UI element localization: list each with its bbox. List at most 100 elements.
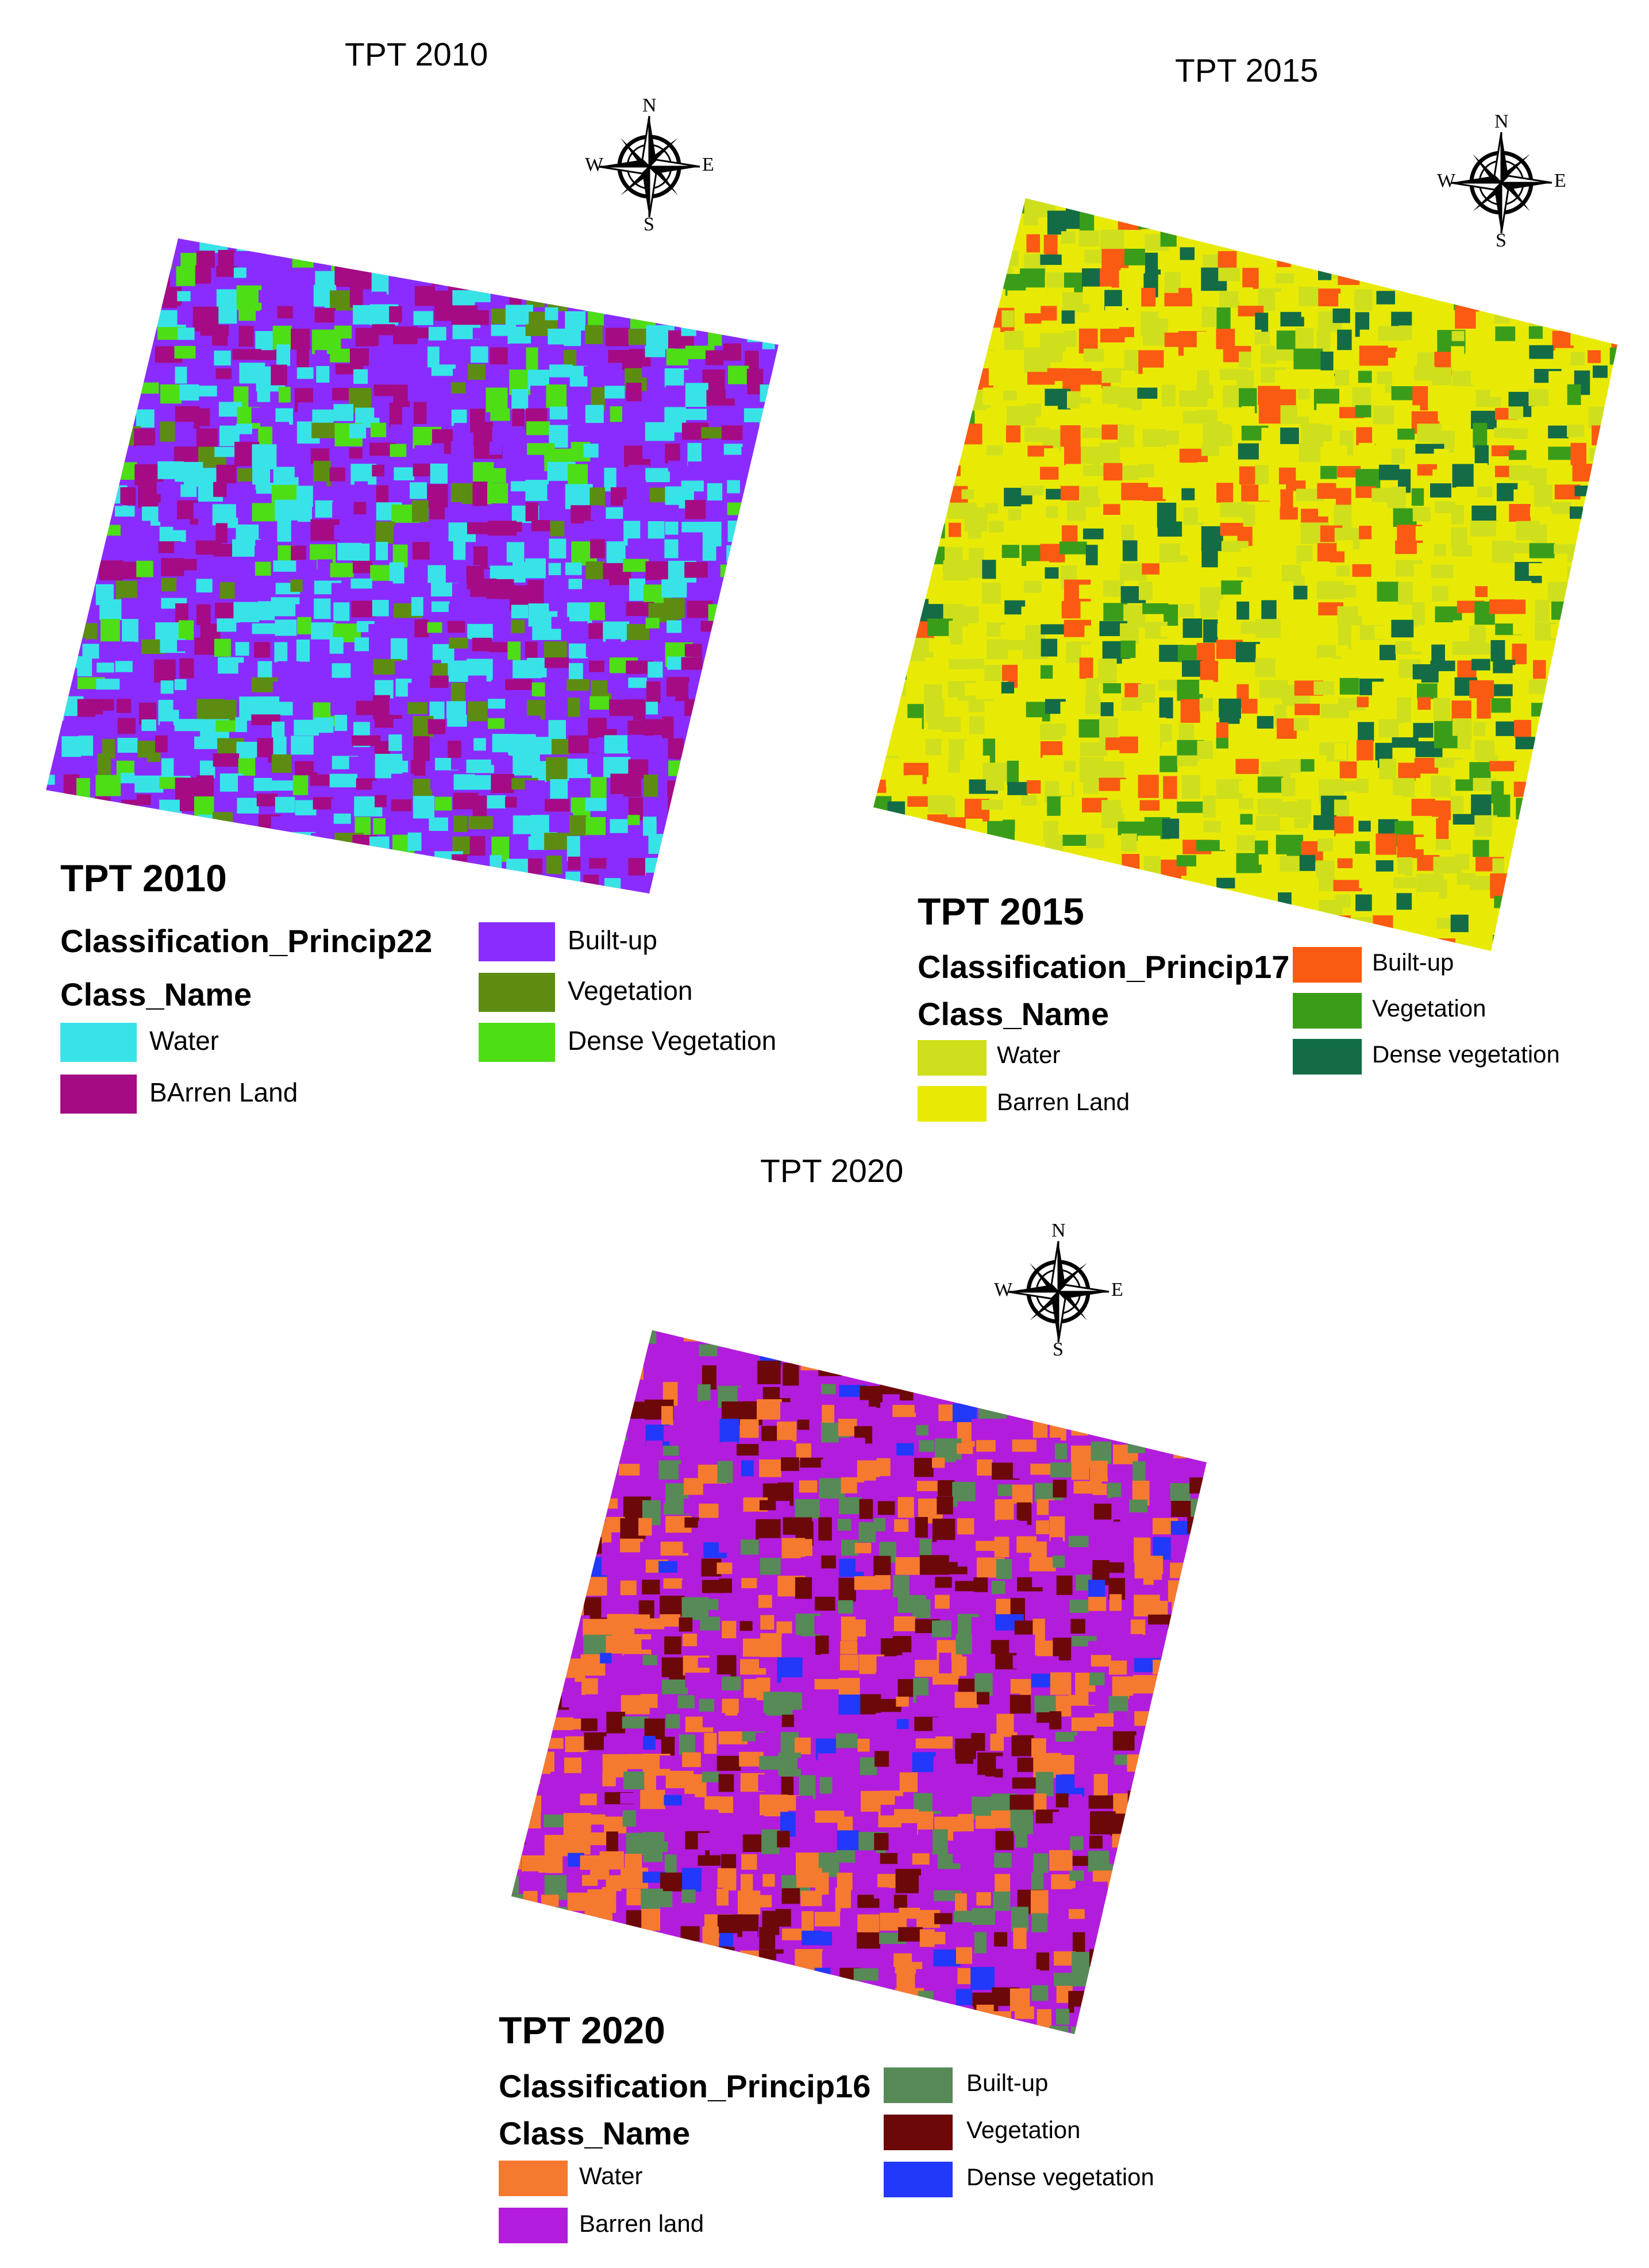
raster-patch xyxy=(718,1832,742,1849)
raster-patch xyxy=(1588,407,1612,429)
raster-patch xyxy=(953,1851,969,1863)
raster-patch xyxy=(873,1600,895,1621)
raster-patch xyxy=(564,1344,577,1368)
raster-patch xyxy=(585,1988,610,2001)
raster-patch xyxy=(1103,522,1121,540)
raster-patch xyxy=(1242,916,1263,939)
raster-patch xyxy=(937,1422,961,1434)
raster-patch xyxy=(277,306,293,319)
raster-patch xyxy=(1217,407,1246,422)
raster-patch xyxy=(77,405,107,424)
raster-patch xyxy=(568,698,580,717)
raster-patch xyxy=(1170,1562,1198,1578)
raster-patch xyxy=(510,893,535,894)
raster-patch xyxy=(1413,564,1437,577)
raster-patch xyxy=(1166,1972,1188,1985)
raster-patch xyxy=(757,1330,784,1347)
raster-patch xyxy=(1001,857,1023,879)
raster-patch xyxy=(895,1753,916,1768)
raster-patch xyxy=(511,1947,534,1971)
raster-patch xyxy=(1391,209,1407,228)
raster-patch xyxy=(1392,249,1408,275)
raster-patch xyxy=(154,659,176,683)
raster-patch xyxy=(1182,898,1203,919)
raster-patch xyxy=(619,1464,640,1476)
raster-patch xyxy=(525,641,538,659)
raster-patch xyxy=(1209,1342,1224,1364)
raster-patch xyxy=(639,1967,656,1993)
raster-patch xyxy=(1258,386,1280,405)
raster-patch xyxy=(642,1832,668,1853)
raster-patch xyxy=(353,305,372,325)
raster-patch xyxy=(990,1734,1004,1751)
raster-patch xyxy=(136,409,156,428)
raster-patch xyxy=(511,1697,524,1720)
raster-patch xyxy=(1082,898,1105,914)
raster-patch xyxy=(1011,2030,1037,2034)
raster-patch xyxy=(1574,270,1604,282)
raster-patch xyxy=(511,1813,526,1839)
raster-patch xyxy=(197,408,210,426)
raster-patch xyxy=(910,308,932,330)
raster-patch xyxy=(1353,853,1370,871)
raster-patch xyxy=(523,1384,550,1395)
raster-patch xyxy=(369,640,390,651)
raster-patch xyxy=(1023,818,1039,837)
raster-patch xyxy=(158,502,173,522)
raster-patch xyxy=(1166,1930,1190,1949)
raster-patch xyxy=(473,287,492,302)
raster-patch xyxy=(1509,819,1537,834)
raster-patch xyxy=(1189,1598,1207,1622)
raster-patch xyxy=(1567,290,1592,305)
raster-patch xyxy=(1334,816,1354,837)
raster-patch xyxy=(1108,1562,1124,1573)
raster-patch xyxy=(411,500,429,522)
compass-s-label: S xyxy=(644,214,654,235)
raster-patch xyxy=(708,604,737,623)
raster-patch xyxy=(1095,2030,1116,2034)
compass-w-label: W xyxy=(1437,170,1456,191)
raster-patch xyxy=(905,232,934,256)
raster-patch xyxy=(256,483,273,494)
raster-patch xyxy=(56,833,84,849)
raster-patch xyxy=(1198,854,1215,878)
raster-patch xyxy=(388,253,415,269)
raster-patch xyxy=(1531,406,1547,418)
raster-patch xyxy=(976,1440,1001,1452)
raster-patch xyxy=(590,777,607,800)
raster-patch xyxy=(606,794,624,812)
raster-patch xyxy=(816,1793,840,1813)
raster-patch xyxy=(1153,1853,1174,1876)
raster-patch xyxy=(1241,899,1257,911)
raster-patch xyxy=(1089,1835,1103,1849)
raster-patch xyxy=(1088,1933,1116,1944)
raster-patch xyxy=(708,506,727,523)
raster-patch xyxy=(333,813,351,824)
raster-patch xyxy=(1103,683,1122,694)
raster-patch xyxy=(1095,1889,1120,1902)
raster-patch xyxy=(1024,313,1042,324)
raster-patch xyxy=(1122,898,1137,918)
raster-patch xyxy=(512,409,525,430)
raster-patch xyxy=(550,238,565,249)
raster-patch xyxy=(1258,404,1281,424)
raster-patch xyxy=(993,1384,1016,1396)
raster-patch xyxy=(684,1498,701,1514)
raster-patch xyxy=(1023,717,1042,736)
legend-swatch xyxy=(60,1023,137,1062)
raster-patch xyxy=(945,208,961,229)
raster-patch xyxy=(604,890,622,894)
raster-patch xyxy=(781,1888,800,1904)
raster-patch xyxy=(1107,1912,1134,1931)
raster-patch xyxy=(257,385,271,402)
raster-patch xyxy=(1088,2011,1112,2022)
raster-patch xyxy=(916,1969,938,1981)
raster-patch xyxy=(140,365,153,383)
raster-patch xyxy=(511,426,524,441)
north-arrow-icon xyxy=(1007,1241,1109,1343)
raster-patch xyxy=(1207,1985,1234,2002)
raster-patch xyxy=(1216,916,1244,933)
raster-patch xyxy=(934,1913,953,1924)
raster-patch xyxy=(1436,818,1449,840)
raster-patch xyxy=(1235,758,1259,774)
